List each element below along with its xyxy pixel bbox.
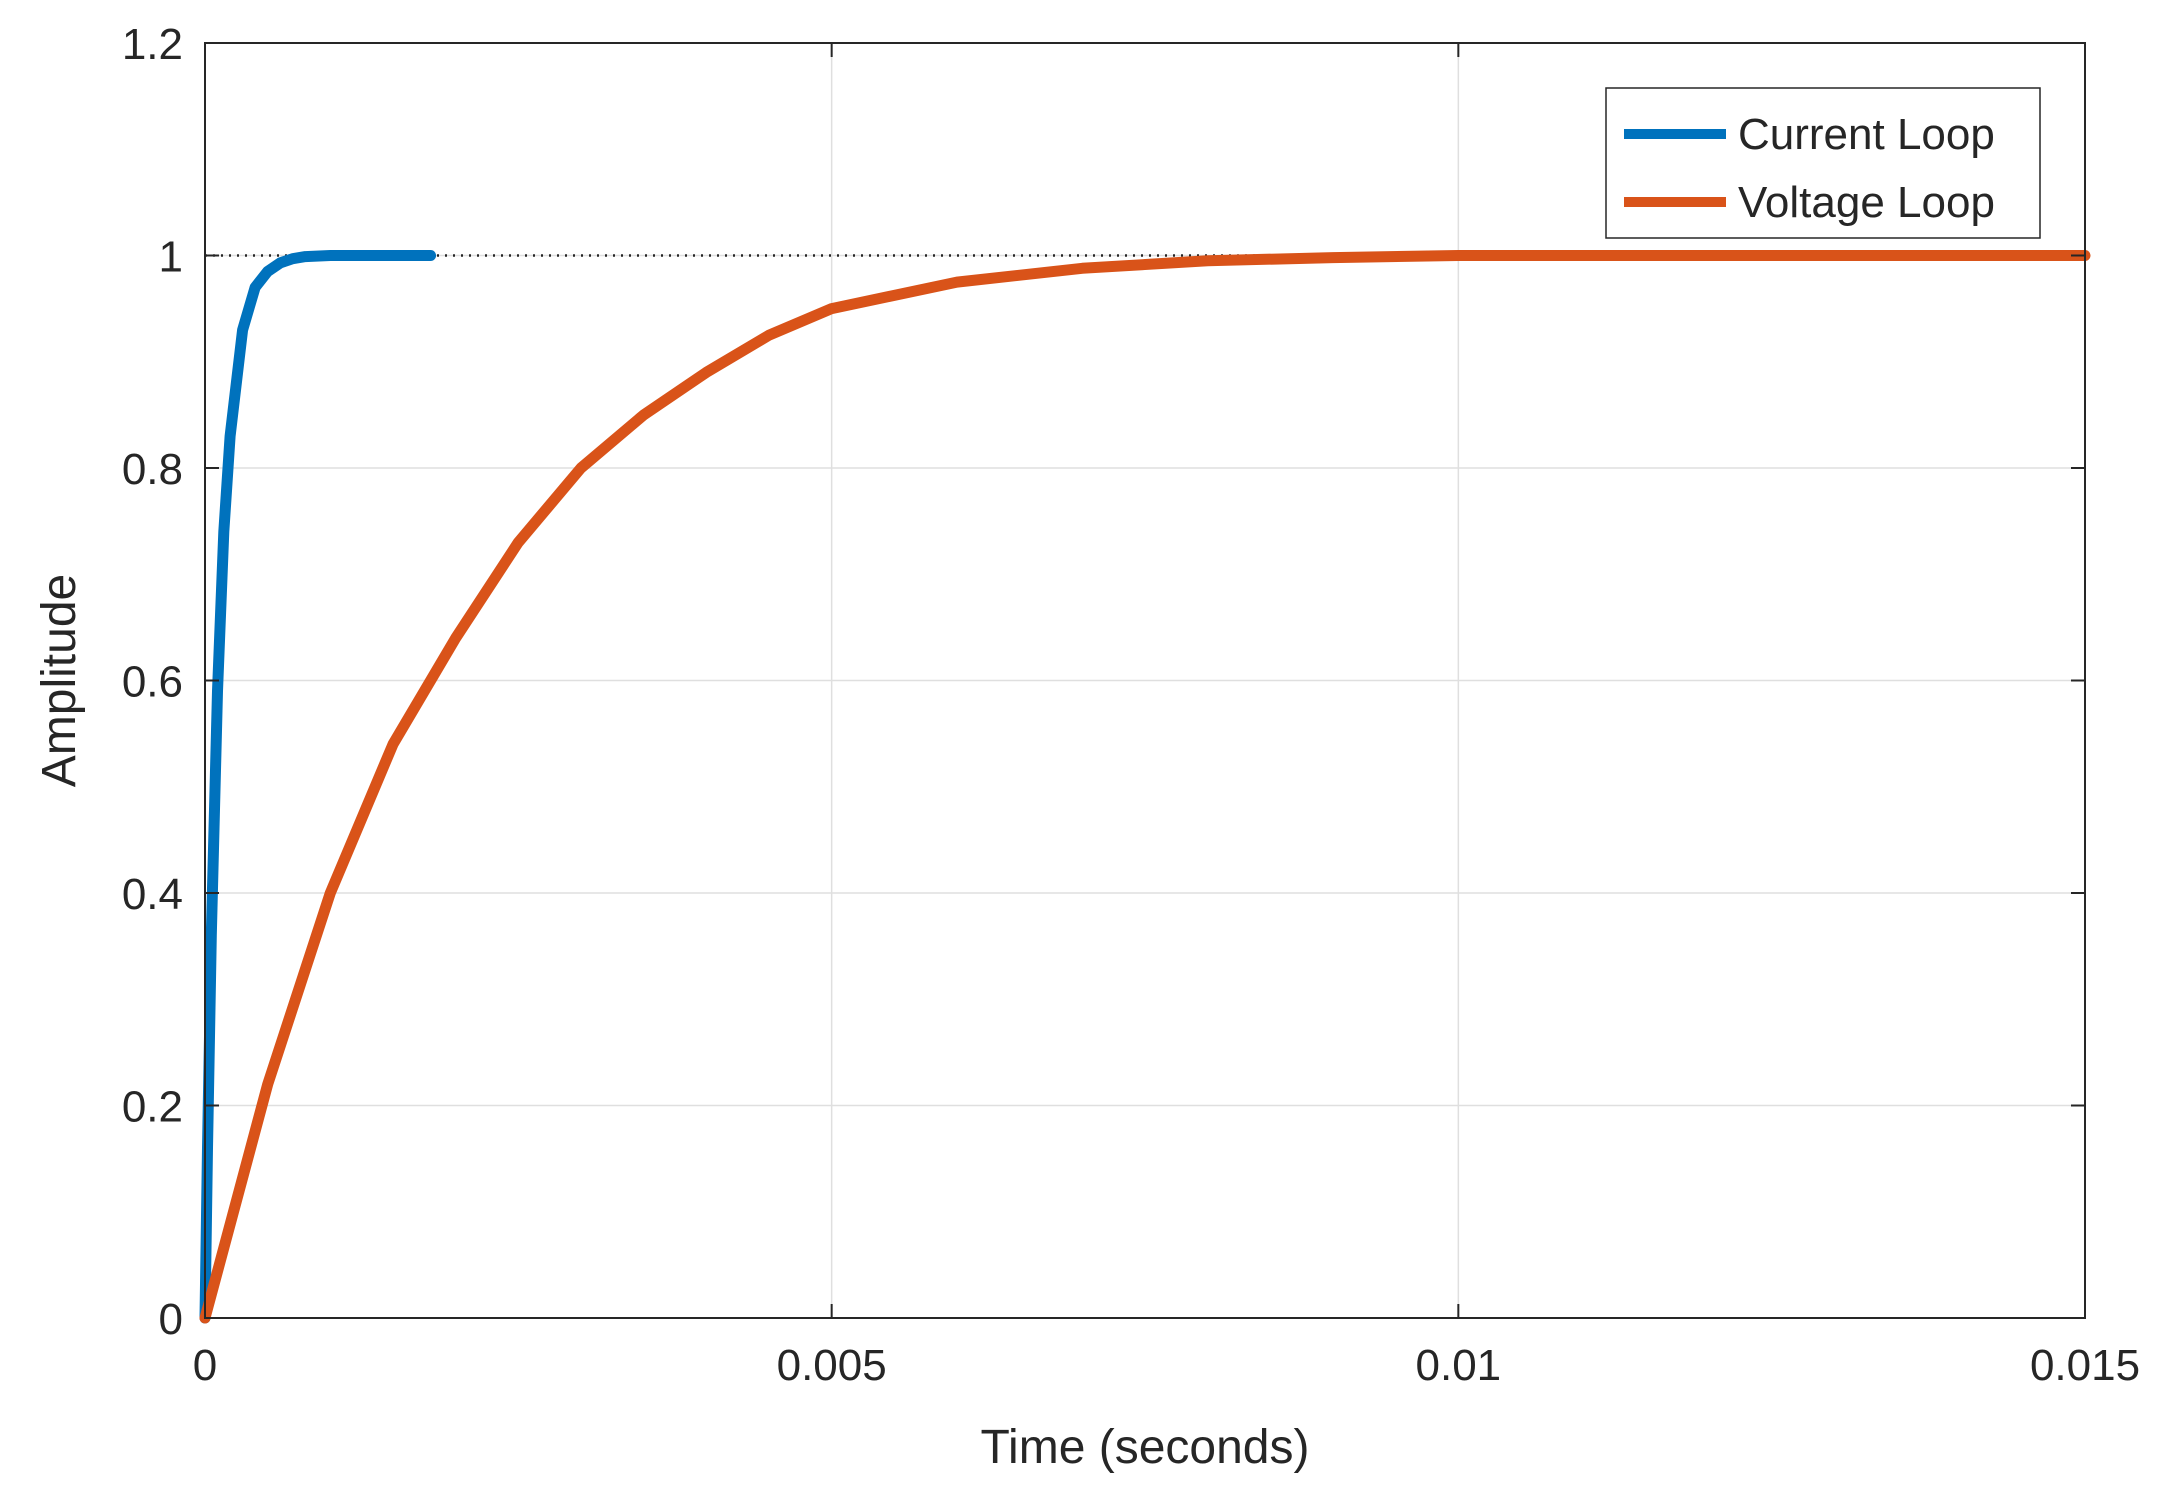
series-line-current-loop bbox=[199, 250, 437, 1324]
legend[interactable]: Current Loop Voltage Loop bbox=[1605, 87, 2041, 239]
x-axis-label: Time (seconds) bbox=[981, 1421, 1310, 1474]
legend-box bbox=[1605, 87, 2041, 239]
x-tick-label: 0 bbox=[193, 1341, 217, 1390]
y-tick-label: 0.6 bbox=[122, 658, 183, 707]
legend-label-current-loop: Current Loop bbox=[1738, 110, 1995, 159]
y-tick-label: 0.2 bbox=[122, 1083, 183, 1132]
y-axis-label: Amplitude bbox=[33, 574, 86, 787]
data-series bbox=[199, 250, 2091, 1324]
x-tick-labels: 0 0.005 0.01 0.015 bbox=[193, 1341, 2140, 1390]
x-tick-label: 0.005 bbox=[777, 1341, 887, 1390]
y-tick-label: 1 bbox=[159, 233, 183, 282]
tick-marks bbox=[204, 42, 2086, 1319]
x-tick-label: 0.015 bbox=[2030, 1341, 2140, 1390]
y-tick-label: 0.4 bbox=[122, 870, 183, 919]
x-tick-label: 0.01 bbox=[1416, 1341, 1502, 1390]
y-tick-label: 0 bbox=[159, 1295, 183, 1344]
y-tick-label: 1.2 bbox=[122, 20, 183, 69]
y-tick-labels: 0 0.2 0.4 0.6 0.8 1 1.2 bbox=[122, 20, 183, 1344]
y-tick-label: 0.8 bbox=[122, 445, 183, 494]
legend-label-voltage-loop: Voltage Loop bbox=[1738, 178, 1995, 227]
series-line-voltage-loop bbox=[199, 250, 2091, 1324]
